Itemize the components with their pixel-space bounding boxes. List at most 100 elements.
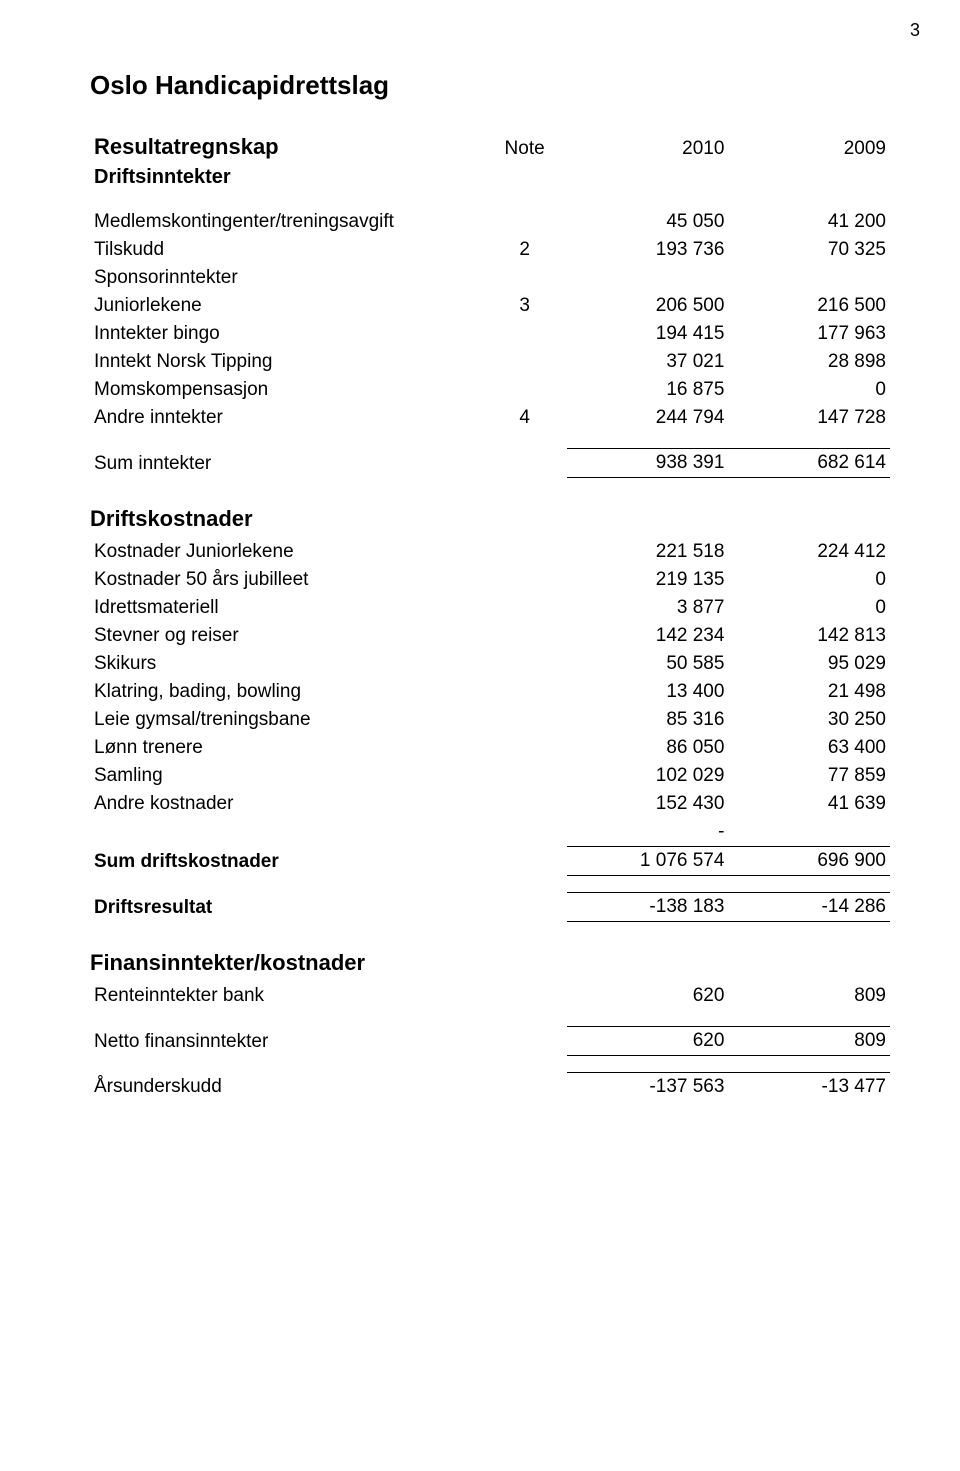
net-finance-v1: 620 xyxy=(567,1027,729,1056)
cost-label: Idrettsmateriell xyxy=(90,594,482,622)
cost-row: Samling 102 02977 859 xyxy=(90,762,890,790)
cost-v2: 224 412 xyxy=(728,538,890,566)
income-label: Inntekter bingo xyxy=(90,320,482,348)
sum-income-v1: 938 391 xyxy=(567,449,729,478)
cost-v2: 95 029 xyxy=(728,650,890,678)
year-deficit-v1: -137 563 xyxy=(567,1073,729,1102)
cost-label: Andre kostnader xyxy=(90,790,482,818)
income-v2: 216 500 xyxy=(728,292,890,320)
subheader-row: Driftsinntekter xyxy=(90,163,890,192)
income-row: Tilskudd2193 73670 325 xyxy=(90,236,890,264)
cost-v1: 86 050 xyxy=(567,734,729,762)
income-v1: 244 794 xyxy=(567,404,729,432)
income-v1: 193 736 xyxy=(567,236,729,264)
cost-row: Kostnader Juniorlekene 221 518224 412 xyxy=(90,538,890,566)
income-note xyxy=(482,376,567,404)
income-v2: 147 728 xyxy=(728,404,890,432)
operating-result-row: Driftsresultat -138 183 -14 286 xyxy=(90,893,890,922)
operating-result-label: Driftsresultat xyxy=(90,893,482,922)
income-v2: 41 200 xyxy=(728,208,890,236)
driftsinntekter-heading: Driftsinntekter xyxy=(94,166,231,188)
income-row: Sponsorinntekter xyxy=(90,264,890,292)
finance-sum-table: Netto finansinntekter 620 809 Årsundersk… xyxy=(90,1010,890,1101)
income-v1: 194 415 xyxy=(567,320,729,348)
income-v2: 28 898 xyxy=(728,348,890,376)
driftskostnader-heading: Driftskostnader xyxy=(90,506,890,532)
income-v2: 177 963 xyxy=(728,320,890,348)
income-row: Juniorlekene3206 500216 500 xyxy=(90,292,890,320)
finans-heading: Finansinntekter/kostnader xyxy=(90,950,890,976)
cost-v1: 50 585 xyxy=(567,650,729,678)
cost-row: Kostnader 50 års jubilleet219 1350 xyxy=(90,566,890,594)
income-table: Medlemskontingenter/treningsavgift 45 050… xyxy=(90,208,890,432)
cost-v1: 219 135 xyxy=(567,566,729,594)
income-v1: 37 021 xyxy=(567,348,729,376)
finance-row: Renteinntekter bank620809 xyxy=(90,982,890,1010)
income-label: Tilskudd xyxy=(90,236,482,264)
operating-result-v2: -14 286 xyxy=(728,893,890,922)
sum-cost-label: Sum driftskostnader xyxy=(90,847,482,876)
sum-income-label: Sum inntekter xyxy=(90,449,482,478)
cost-label: Kostnader Juniorlekene xyxy=(90,538,482,566)
dash-row: - xyxy=(90,818,890,847)
net-finance-v2: 809 xyxy=(728,1027,890,1056)
income-row: Momskompensasjon16 8750 xyxy=(90,376,890,404)
income-note xyxy=(482,320,567,348)
cost-v1: 3 877 xyxy=(567,594,729,622)
sum-income-row: Sum inntekter 938 391 682 614 xyxy=(90,449,890,478)
cost-label: Skikurs xyxy=(90,650,482,678)
income-row: Medlemskontingenter/treningsavgift 45 050… xyxy=(90,208,890,236)
header-table: Resultatregnskap Note 2010 2009 Driftsin… xyxy=(90,131,890,208)
income-label: Juniorlekene xyxy=(90,292,482,320)
dash-marker: - xyxy=(567,818,729,847)
sum-income-v2: 682 614 xyxy=(728,449,890,478)
cost-row: Stevner og reiser142 234142 813 xyxy=(90,622,890,650)
income-v1 xyxy=(567,264,729,292)
cost-v1: 152 430 xyxy=(567,790,729,818)
col-year1-header: 2010 xyxy=(567,131,729,163)
cost-label: Lønn trenere xyxy=(90,734,482,762)
income-row: Andre inntekter4244 794147 728 xyxy=(90,404,890,432)
cost-row: Leie gymsal/treningsbane85 31630 250 xyxy=(90,706,890,734)
income-label: Andre inntekter xyxy=(90,404,482,432)
finance-label: Renteinntekter bank xyxy=(90,982,482,1010)
income-label: Sponsorinntekter xyxy=(90,264,482,292)
cost-v2: 0 xyxy=(728,594,890,622)
cost-v1: 13 400 xyxy=(567,678,729,706)
page: 3 Oslo Handicapidrettslag Resultatregnsk… xyxy=(0,0,960,1471)
page-number: 3 xyxy=(910,20,920,41)
income-label: Medlemskontingenter/treningsavgift xyxy=(90,208,482,236)
col-note-header: Note xyxy=(482,131,567,163)
cost-label: Kostnader 50 års jubilleet xyxy=(90,566,482,594)
operating-result-v1: -138 183 xyxy=(567,893,729,922)
sum-cost-v1: 1 076 574 xyxy=(567,847,729,876)
income-note xyxy=(482,264,567,292)
cost-v2: 30 250 xyxy=(728,706,890,734)
income-v1: 45 050 xyxy=(567,208,729,236)
cost-v1: 142 234 xyxy=(567,622,729,650)
income-note xyxy=(482,348,567,376)
income-v2: 70 325 xyxy=(728,236,890,264)
cost-row: Skikurs 50 58595 029 xyxy=(90,650,890,678)
resultatregnskap-heading: Resultatregnskap xyxy=(94,134,279,159)
cost-v1: 102 029 xyxy=(567,762,729,790)
income-v2: 0 xyxy=(728,376,890,404)
income-v2 xyxy=(728,264,890,292)
income-label: Inntekt Norsk Tipping xyxy=(90,348,482,376)
income-row: Inntekt Norsk Tipping 37 02128 898 xyxy=(90,348,890,376)
col-year2-header: 2009 xyxy=(728,131,890,163)
sum-income-table: Sum inntekter 938 391 682 614 xyxy=(90,432,890,478)
income-note: 3 xyxy=(482,292,567,320)
cost-v2: 21 498 xyxy=(728,678,890,706)
cost-label: Samling xyxy=(90,762,482,790)
cost-row: Idrettsmateriell 3 8770 xyxy=(90,594,890,622)
cost-v2: 77 859 xyxy=(728,762,890,790)
sum-cost-row: Sum driftskostnader 1 076 574 696 900 xyxy=(90,847,890,876)
cost-v1: 221 518 xyxy=(567,538,729,566)
finance-v2: 809 xyxy=(728,982,890,1010)
cost-row: Klatring, bading, bowling13 40021 498 xyxy=(90,678,890,706)
income-row: Inntekter bingo 194 415177 963 xyxy=(90,320,890,348)
cost-v2: 41 639 xyxy=(728,790,890,818)
sum-cost-table: - Sum driftskostnader 1 076 574 696 900 … xyxy=(90,818,890,922)
org-title: Oslo Handicapidrettslag xyxy=(90,70,890,101)
